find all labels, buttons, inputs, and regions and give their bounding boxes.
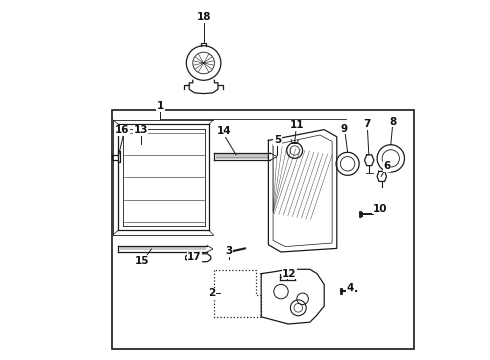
- Text: 10: 10: [373, 204, 387, 214]
- Text: 8: 8: [390, 117, 397, 127]
- Text: 9: 9: [341, 124, 347, 134]
- Text: 15: 15: [135, 256, 149, 266]
- Bar: [112, 110, 414, 349]
- Text: 6: 6: [384, 161, 391, 171]
- Text: 4: 4: [347, 283, 354, 293]
- Text: 1: 1: [157, 101, 164, 111]
- Text: 14: 14: [217, 126, 231, 136]
- Text: 7: 7: [363, 119, 370, 129]
- Text: 17: 17: [187, 252, 202, 262]
- Text: 13: 13: [133, 125, 148, 135]
- Text: 2: 2: [208, 288, 216, 298]
- Text: 11: 11: [290, 120, 304, 130]
- Text: 5: 5: [274, 135, 281, 145]
- Text: 12: 12: [282, 269, 296, 279]
- Text: 16: 16: [115, 125, 129, 135]
- Text: 18: 18: [196, 12, 211, 22]
- Text: 3: 3: [225, 246, 232, 256]
